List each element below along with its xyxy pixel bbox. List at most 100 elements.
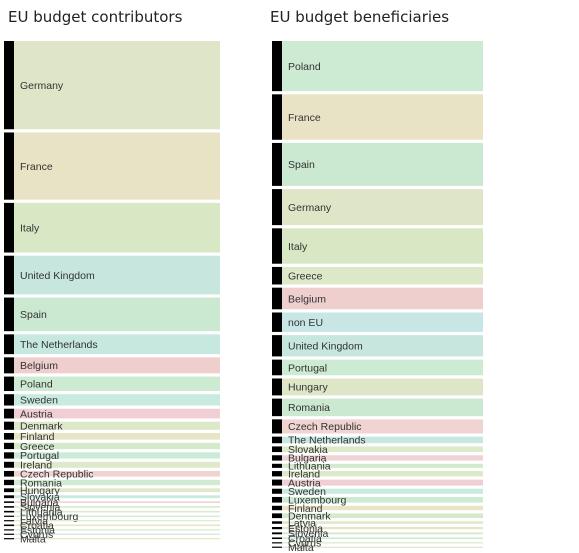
bar-label-non-eu: non EU: [288, 317, 323, 329]
beneficiary-row-italy: Italy: [272, 228, 483, 264]
contributor-row-croatia: Croatia: [4, 520, 220, 532]
beneficiary-row-slovakia: Slovakia: [272, 444, 483, 456]
bar-label-austria: Austria: [288, 477, 321, 489]
bar-france: [14, 132, 220, 200]
beneficiary-row-austria: Austria: [272, 477, 483, 489]
bar-label-czech-republic: Czech Republic: [288, 421, 362, 433]
bar-italy: [14, 202, 220, 253]
share-marker-czech-republic: [272, 419, 282, 434]
share-marker-cyprus: [4, 533, 14, 535]
bar-romania: [14, 479, 220, 486]
bar-label-finland: Finland: [20, 431, 55, 443]
share-marker-greece: [4, 442, 14, 450]
share-marker-austria: [4, 408, 14, 419]
bar-czech-republic: [282, 419, 483, 434]
bar-poland: [282, 41, 483, 92]
bar-label-romania: Romania: [288, 402, 330, 414]
contributor-row-romania: Romania: [4, 477, 220, 489]
bar-label-belgium: Belgium: [288, 293, 326, 305]
bar-label-portugal: Portugal: [288, 362, 327, 374]
share-marker-austria: [272, 479, 282, 486]
beneficiary-row-estonia: Estonia: [272, 523, 483, 535]
bar-label-estonia: Estonia: [288, 523, 323, 535]
contributor-row-finland: Finland: [4, 431, 220, 443]
bar-france: [282, 94, 483, 140]
beneficiary-row-poland: Poland: [272, 41, 483, 92]
contributor-row-portugal: Portugal: [4, 450, 220, 462]
share-marker-france: [272, 94, 282, 140]
share-marker-hungary: [272, 378, 282, 396]
share-marker-croatia: [272, 537, 282, 540]
bar-label-portugal: Portugal: [20, 450, 59, 462]
bar-label-ireland: Ireland: [20, 460, 52, 472]
share-marker-sweden: [4, 394, 14, 406]
bar-ireland: [14, 461, 220, 468]
bar-label-poland: Poland: [288, 61, 321, 73]
bar-belgium: [282, 287, 483, 310]
bar-label-greece: Greece: [20, 441, 55, 453]
beneficiary-row-non-eu: non EU: [272, 312, 483, 332]
bar-label-spain: Spain: [20, 309, 47, 321]
share-marker-slovenia: [272, 532, 282, 535]
bar-poland: [14, 376, 220, 392]
beneficiary-row-united-kingdom: United Kingdom: [272, 335, 483, 357]
share-marker-romania: [272, 398, 282, 417]
beneficiary-row-the-netherlands: The Netherlands: [272, 435, 483, 447]
contributor-row-the-netherlands: The Netherlands: [4, 334, 220, 355]
bar-austria: [282, 479, 483, 486]
beneficiaries-chart-title: EU budget beneficiaries: [270, 8, 450, 26]
contributors-chart-title: EU budget contributors: [8, 8, 183, 26]
bar-cyprus: [14, 533, 220, 535]
bar-label-sweden: Sweden: [288, 486, 326, 498]
beneficiary-row-bulgaria: Bulgaria: [272, 453, 483, 465]
bar-croatia: [282, 537, 483, 540]
contributor-row-bulgaria: Bulgaria: [4, 497, 220, 509]
bar-label-denmark: Denmark: [288, 511, 331, 523]
share-marker-estonia: [4, 529, 14, 531]
bar-label-lithuania: Lithuania: [20, 506, 63, 518]
contributor-row-germany: Germany: [4, 41, 220, 130]
bar-label-slovenia: Slovenia: [20, 502, 60, 514]
share-marker-non-eu: [272, 312, 282, 332]
bar-label-slovakia: Slovakia: [288, 444, 328, 456]
bar-slovenia: [282, 532, 483, 535]
beneficiary-row-sweden: Sweden: [272, 486, 483, 498]
share-marker-spain: [272, 142, 282, 186]
bar-label-ireland: Ireland: [288, 469, 320, 481]
share-marker-finland: [272, 505, 282, 511]
bar-germany: [14, 41, 220, 130]
contributor-row-ireland: Ireland: [4, 460, 220, 472]
bar-cyprus: [282, 542, 483, 544]
bar-label-bulgaria: Bulgaria: [288, 453, 327, 465]
bar-lithuania: [14, 510, 220, 513]
contributor-row-slovenia: Slovenia: [4, 502, 220, 514]
share-marker-luxembourg: [272, 496, 282, 503]
bar-label-croatia: Croatia: [20, 520, 54, 532]
share-marker-slovakia: [4, 495, 14, 499]
contributor-row-slovakia: Slovakia: [4, 492, 220, 504]
beneficiary-row-malta: Malta: [272, 542, 483, 553]
share-marker-germany: [4, 41, 14, 130]
share-marker-malta: [272, 546, 282, 548]
bar-latvia: [14, 520, 220, 522]
contributor-row-czech-republic: Czech Republic: [4, 469, 220, 481]
contributor-row-malta: Malta: [4, 533, 220, 545]
share-marker-lithuania: [272, 463, 282, 468]
bar-sweden: [282, 488, 483, 494]
share-marker-the-netherlands: [4, 334, 14, 355]
contributor-row-united-kingdom: United Kingdom: [4, 255, 220, 295]
contributor-row-spain: Spain: [4, 297, 220, 332]
share-marker-poland: [4, 376, 14, 392]
bar-label-greece: Greece: [288, 270, 323, 282]
bar-united-kingdom: [14, 255, 220, 295]
bar-estonia: [282, 526, 483, 530]
bar-label-czech-republic: Czech Republic: [20, 469, 94, 481]
share-marker-denmark: [272, 513, 282, 519]
bar-label-croatia: Croatia: [288, 533, 322, 545]
bar-label-finland: Finland: [288, 503, 323, 515]
bar-latvia: [282, 521, 483, 524]
bar-label-bulgaria: Bulgaria: [20, 497, 59, 509]
bar-label-austria: Austria: [20, 408, 53, 420]
contributor-row-luxembourg: Luxembourg: [4, 511, 220, 523]
share-marker-greece: [272, 266, 282, 285]
